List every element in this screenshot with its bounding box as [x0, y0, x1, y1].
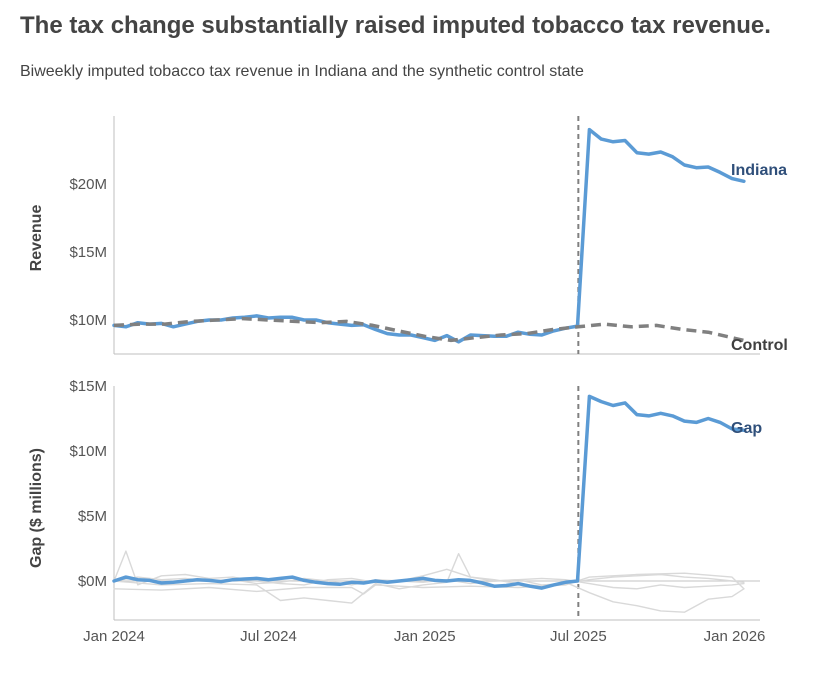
indiana-series-label: Indiana [731, 162, 787, 179]
revenue-y-tick-label: $15M [69, 244, 107, 261]
gap-panel: $0M $5M $10M $15M Jan 2024 Jul 2024 Jan 2025 Ju… [69, 378, 765, 645]
gap-series-line [112, 394, 746, 590]
revenue-panel: $10M $15M $20M [69, 116, 760, 355]
control-series-line [113, 316, 745, 343]
revenue-axis-label: Revenue [28, 205, 45, 272]
x-tick-label: Jan 2025 [394, 628, 456, 645]
gap-axis-label: Gap ($ millions) [28, 448, 45, 568]
placebo-series-line [113, 553, 745, 613]
x-tick-label: Jan 2026 [704, 628, 766, 645]
gap-series-label: Gap [731, 420, 762, 437]
placebo-series-line [113, 572, 745, 595]
chart-subtitle: Biweekly imputed tobacco tax revenue in … [20, 63, 584, 80]
gap-y-tick-label: $10M [69, 443, 107, 460]
x-tick-label: Jan 2024 [83, 628, 145, 645]
placebo-series-line [113, 550, 745, 586]
x-tick-label: Jul 2024 [240, 628, 297, 645]
control-series-label: Control [731, 337, 788, 354]
revenue-y-tick-label: $20M [69, 176, 107, 193]
revenue-y-tick-label: $10M [69, 312, 107, 329]
indiana-series-line [112, 127, 746, 344]
chart-title: The tax change substantially raised impu… [20, 12, 771, 39]
x-tick-label: Jul 2025 [550, 628, 607, 645]
gap-y-tick-label: $5M [78, 508, 107, 525]
gap-y-tick-label: $15M [69, 378, 107, 395]
gap-y-tick-label: $0M [78, 573, 107, 590]
